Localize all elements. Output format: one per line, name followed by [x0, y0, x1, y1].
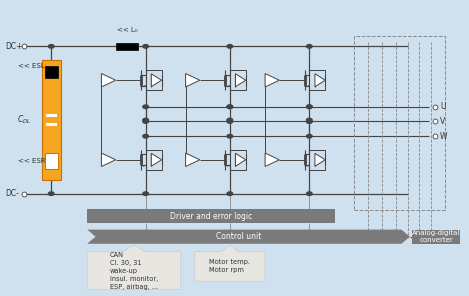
Text: << L₀: << L₀: [117, 27, 137, 33]
Text: CAN
Cl. 30, 31
wake-up
insul. monitor,
ESP, airbag, ...: CAN Cl. 30, 31 wake-up insul. monitor, E…: [110, 252, 158, 289]
Text: Motor temp.
Motor rpm: Motor temp. Motor rpm: [209, 259, 250, 274]
Text: << ESL: << ESL: [18, 63, 45, 69]
Polygon shape: [195, 245, 265, 281]
Circle shape: [227, 105, 233, 109]
Circle shape: [307, 192, 312, 195]
Polygon shape: [315, 74, 325, 87]
Circle shape: [143, 192, 149, 195]
Circle shape: [143, 105, 149, 109]
Polygon shape: [265, 153, 280, 167]
FancyBboxPatch shape: [45, 123, 57, 126]
Polygon shape: [186, 153, 200, 167]
Text: Driver and error logic: Driver and error logic: [170, 212, 252, 221]
Circle shape: [307, 105, 312, 109]
Text: Analog-digital
converter: Analog-digital converter: [412, 230, 461, 243]
FancyBboxPatch shape: [412, 230, 461, 244]
Circle shape: [307, 105, 312, 109]
Polygon shape: [265, 73, 280, 87]
Circle shape: [143, 118, 149, 122]
Circle shape: [48, 192, 54, 195]
Circle shape: [227, 105, 233, 109]
Text: DC+: DC+: [5, 42, 23, 51]
Polygon shape: [235, 74, 246, 87]
Polygon shape: [235, 153, 246, 166]
Polygon shape: [151, 74, 161, 87]
Text: Control unit: Control unit: [217, 232, 262, 241]
Text: $C_{DL}$: $C_{DL}$: [16, 114, 30, 126]
Text: DC-: DC-: [5, 189, 19, 198]
FancyBboxPatch shape: [87, 209, 335, 223]
Polygon shape: [101, 153, 116, 167]
Polygon shape: [101, 73, 116, 87]
Circle shape: [307, 134, 312, 138]
Text: W: W: [440, 132, 448, 141]
Circle shape: [307, 120, 312, 123]
FancyBboxPatch shape: [45, 153, 58, 169]
Circle shape: [227, 192, 233, 195]
Circle shape: [227, 118, 233, 122]
Circle shape: [227, 45, 233, 48]
Polygon shape: [151, 153, 161, 166]
FancyBboxPatch shape: [42, 59, 61, 180]
Polygon shape: [186, 73, 200, 87]
Circle shape: [143, 134, 149, 138]
Polygon shape: [87, 230, 410, 244]
Text: << ESR: << ESR: [18, 158, 46, 164]
Polygon shape: [87, 245, 181, 289]
Circle shape: [227, 134, 233, 138]
Text: U: U: [440, 102, 446, 111]
Circle shape: [307, 118, 312, 122]
Circle shape: [227, 120, 233, 123]
Circle shape: [307, 45, 312, 48]
FancyBboxPatch shape: [116, 43, 138, 50]
Circle shape: [48, 45, 54, 48]
FancyBboxPatch shape: [45, 66, 58, 78]
Polygon shape: [315, 153, 325, 166]
Text: V: V: [440, 117, 446, 126]
Circle shape: [143, 120, 149, 123]
Circle shape: [307, 120, 312, 123]
FancyBboxPatch shape: [45, 114, 57, 117]
Circle shape: [143, 45, 149, 48]
